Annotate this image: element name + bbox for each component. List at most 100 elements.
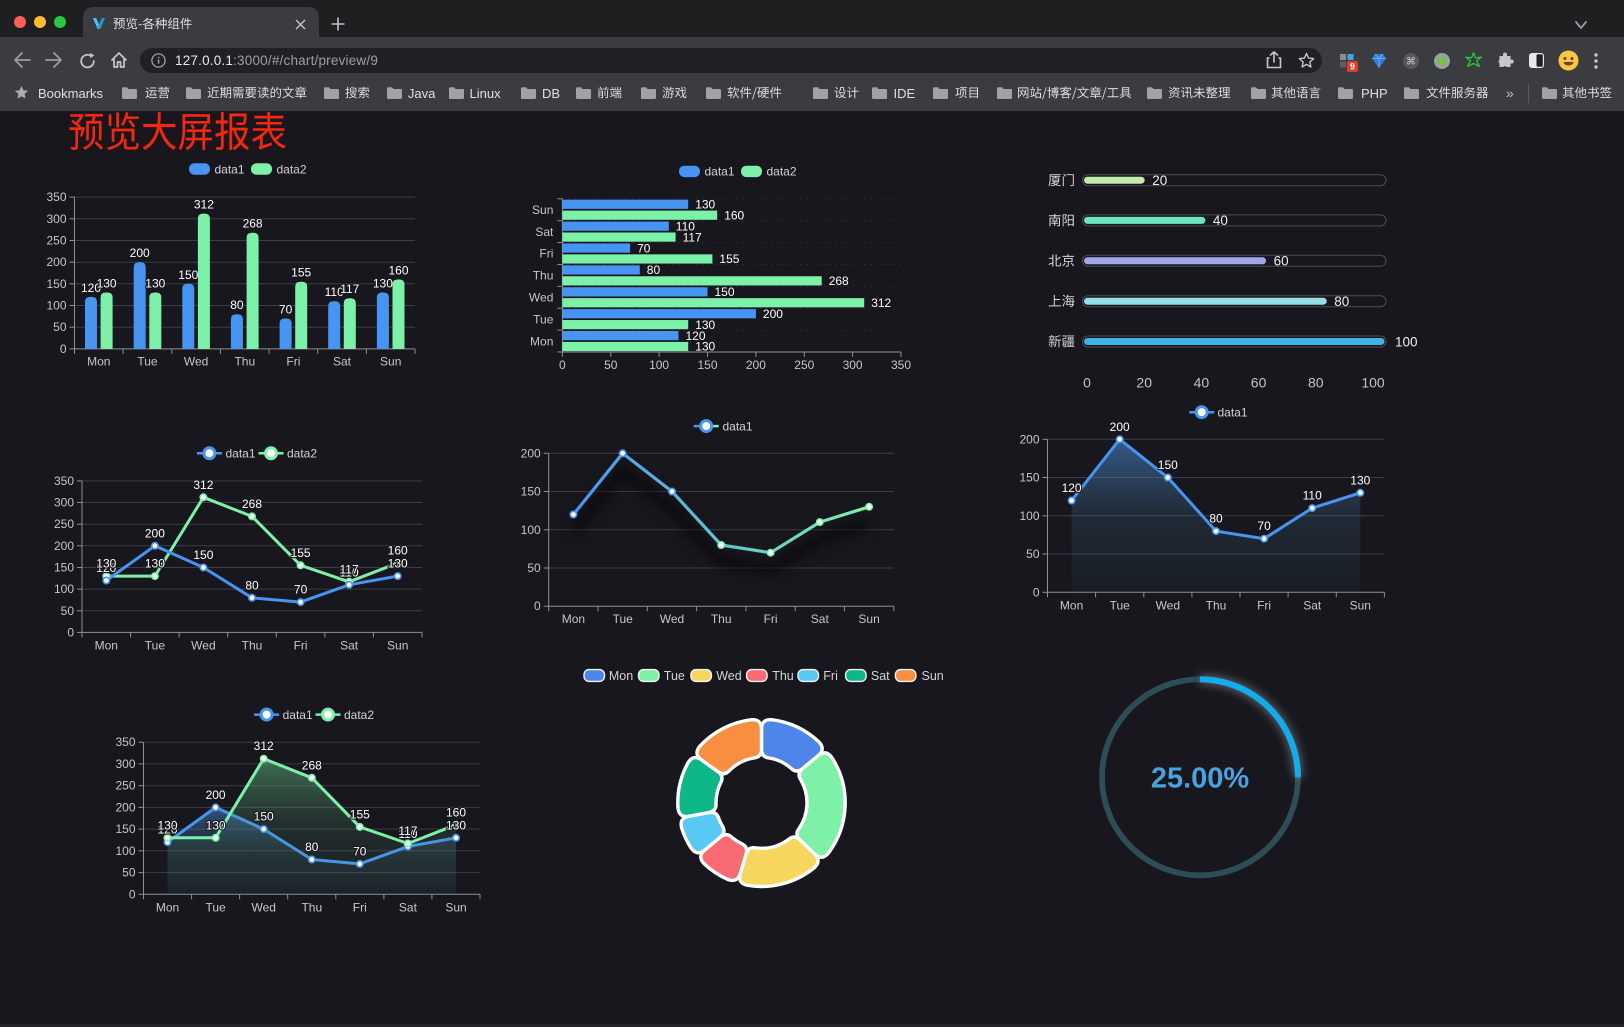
svg-text:150: 150 (193, 548, 213, 562)
svg-text:100: 100 (115, 844, 135, 858)
svg-text:Fri: Fri (823, 669, 838, 683)
svg-text:Tue: Tue (145, 638, 166, 652)
svg-text:110: 110 (676, 219, 695, 233)
svg-text:70: 70 (353, 844, 367, 858)
svg-text:300: 300 (115, 757, 135, 771)
svg-text:130: 130 (157, 818, 177, 832)
svg-text:160: 160 (388, 544, 408, 558)
svg-text:268: 268 (302, 758, 322, 772)
svg-text:Mon: Mon (87, 354, 110, 368)
svg-text:0: 0 (67, 625, 74, 639)
svg-text:150: 150 (46, 277, 66, 291)
svg-text:80: 80 (647, 263, 661, 277)
svg-text:Sun: Sun (387, 638, 408, 652)
svg-text:70: 70 (279, 303, 293, 317)
svg-text:155: 155 (291, 266, 311, 280)
svg-text:200: 200 (206, 788, 226, 802)
svg-text:Fri: Fri (286, 354, 300, 368)
svg-text:50: 50 (61, 604, 75, 618)
svg-text:160: 160 (388, 264, 408, 278)
svg-text:Sat: Sat (1303, 598, 1322, 612)
svg-text:9: 9 (1350, 62, 1355, 72)
svg-text:Fri: Fri (353, 900, 367, 914)
svg-text:80: 80 (1209, 512, 1223, 526)
svg-text:250: 250 (794, 358, 814, 372)
svg-text:Tue: Tue (205, 900, 226, 914)
svg-text:312: 312 (254, 739, 274, 753)
svg-text:160: 160 (446, 805, 466, 819)
svg-text:110: 110 (340, 565, 359, 579)
svg-text:312: 312 (194, 198, 214, 212)
svg-text:80: 80 (1308, 375, 1324, 391)
svg-text:⌘: ⌘ (1406, 57, 1416, 68)
svg-text:350: 350 (54, 474, 74, 488)
svg-text:50: 50 (604, 358, 618, 372)
svg-text:130: 130 (145, 557, 165, 571)
svg-text:50: 50 (1026, 547, 1040, 561)
svg-text:Sat: Sat (811, 612, 830, 626)
svg-text:Mon: Mon (530, 334, 553, 348)
svg-text:Mon: Mon (95, 638, 118, 652)
svg-text:150: 150 (115, 822, 135, 836)
svg-text:Thu: Thu (301, 900, 322, 914)
svg-text:300: 300 (843, 358, 863, 372)
svg-text:150: 150 (715, 285, 735, 299)
svg-text:Sun: Sun (1350, 598, 1371, 612)
svg-text:130: 130 (695, 318, 715, 332)
svg-text:130: 130 (206, 818, 226, 832)
svg-text:0: 0 (60, 342, 67, 356)
svg-text:268: 268 (242, 497, 262, 511)
svg-text:100: 100 (649, 358, 669, 372)
svg-text:268: 268 (243, 217, 263, 231)
svg-text:Mon: Mon (609, 669, 633, 683)
svg-text:Sat: Sat (871, 669, 890, 683)
svg-text:20: 20 (1136, 375, 1152, 391)
svg-text:130: 130 (145, 277, 165, 291)
svg-text:130: 130 (97, 277, 117, 291)
svg-text:130: 130 (695, 340, 715, 354)
svg-text:350: 350 (891, 358, 911, 372)
svg-text:70: 70 (637, 241, 651, 255)
svg-text:data1: data1 (1218, 406, 1248, 420)
svg-text:150: 150 (254, 810, 274, 824)
svg-text:Wed: Wed (251, 900, 275, 914)
svg-text:50: 50 (527, 561, 541, 575)
svg-text:Thu: Thu (242, 638, 263, 652)
svg-text:350: 350 (46, 190, 66, 204)
svg-text:80: 80 (230, 298, 244, 312)
svg-text:Tue: Tue (1110, 598, 1131, 612)
svg-text:250: 250 (54, 517, 74, 531)
svg-text:150: 150 (1158, 458, 1178, 472)
svg-text:160: 160 (724, 208, 744, 222)
svg-text:200: 200 (130, 246, 150, 260)
svg-text:100: 100 (54, 582, 74, 596)
svg-text:Wed: Wed (529, 291, 553, 305)
svg-text:130: 130 (1350, 473, 1370, 487)
svg-text:110: 110 (398, 827, 417, 841)
svg-text:Sun: Sun (532, 203, 553, 217)
svg-text:data1: data1 (723, 419, 753, 433)
svg-text:60: 60 (1251, 375, 1267, 391)
svg-text:200: 200 (746, 358, 766, 372)
svg-text:Sun: Sun (922, 669, 944, 683)
svg-text:70: 70 (1257, 519, 1271, 533)
svg-text:Mon: Mon (562, 612, 585, 626)
svg-text:100: 100 (1019, 509, 1039, 523)
svg-text:150: 150 (697, 358, 717, 372)
svg-text:data1: data1 (705, 165, 735, 179)
svg-text:Thu: Thu (711, 612, 732, 626)
svg-text:0: 0 (129, 887, 136, 901)
svg-text:Thu: Thu (1206, 598, 1227, 612)
svg-text:Fri: Fri (539, 247, 553, 261)
svg-text:117: 117 (398, 824, 417, 838)
svg-text:312: 312 (871, 296, 891, 310)
svg-text:data2: data2 (277, 162, 307, 176)
svg-text:200: 200 (115, 800, 135, 814)
svg-text:Thu: Thu (772, 669, 794, 683)
svg-text:100: 100 (1361, 375, 1385, 391)
svg-text:117: 117 (340, 562, 359, 576)
svg-text:0: 0 (1033, 585, 1040, 599)
svg-text:Thu: Thu (234, 354, 255, 368)
svg-text:data1: data1 (215, 162, 245, 176)
svg-text:Wed: Wed (660, 612, 684, 626)
